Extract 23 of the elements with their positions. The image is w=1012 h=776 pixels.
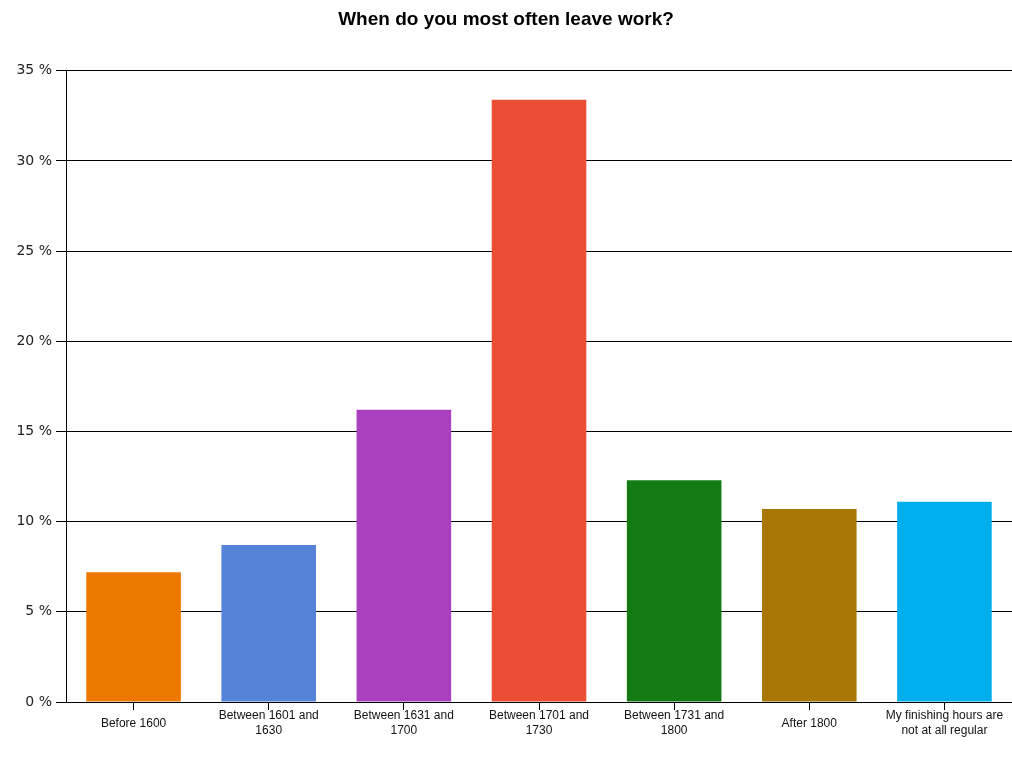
bar [491,99,587,702]
chart-title: When do you most often leave work? [338,7,674,29]
bar [221,545,317,702]
x-tick-label: Between 1731 and 1800 [624,708,725,738]
y-tick-label: 25 % [16,241,52,258]
bar [356,409,452,702]
y-tick-label: 5 % [25,602,52,619]
y-tick-label: 0 % [25,692,52,709]
x-tick-label: After 1800 [781,715,838,730]
x-tick-label: Before 1600 [100,715,167,730]
y-tick-label: 20 % [16,331,52,348]
y-tick-label: 15 % [16,422,52,439]
bar [626,480,722,702]
x-tick-label: Between 1601 and 1630 [218,708,319,738]
y-tick-label: 35 % [16,61,52,78]
bar [86,572,181,702]
y-tick-label: 10 % [16,512,52,529]
bar [897,501,992,702]
x-tick-label: Between 1631 and 1700 [353,708,454,738]
y-tick-label: 30 % [16,151,52,168]
x-tick-label: My finishing hours are not at all regular [885,708,1004,738]
bar [761,509,857,702]
x-tick-label: Between 1701 and 1730 [488,708,590,738]
